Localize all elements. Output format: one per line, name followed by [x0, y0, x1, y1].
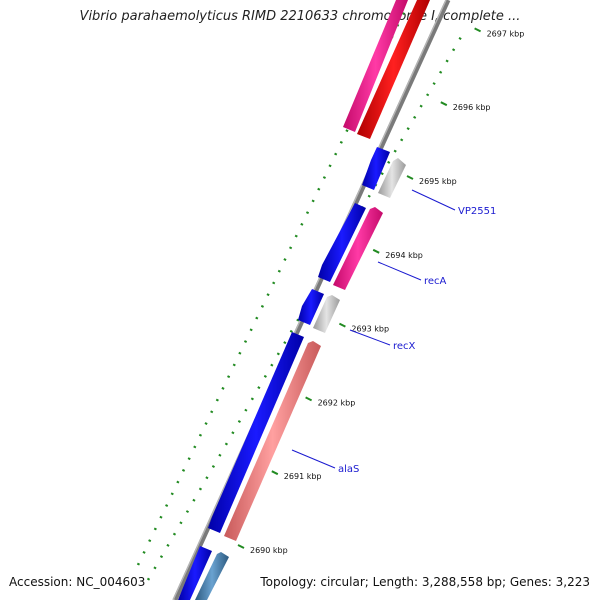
- accession-label: Accession: NC_004603: [9, 575, 146, 589]
- gene-feature-red-top[interactable]: [357, 0, 430, 139]
- genome-stats-label: Topology: circular; Length: 3,288,558 bp…: [260, 575, 590, 589]
- gene-label-reca[interactable]: recA: [424, 276, 447, 287]
- gene-features: [178, 0, 430, 600]
- tick-label: 2697 kbp: [487, 29, 525, 38]
- gene-feature-blue-long[interactable]: [208, 332, 304, 533]
- tick-label: 2691 kbp: [284, 472, 322, 481]
- gene-feature-blue-2694[interactable]: [318, 203, 366, 282]
- label-line-vp2551: [411, 189, 456, 211]
- ruler-dotted-line-inner: [146, 29, 467, 581]
- tick-mark: [372, 248, 380, 254]
- label-line-recx: [349, 329, 391, 346]
- gene-label-recx[interactable]: recX: [393, 341, 416, 352]
- gene-feature-blue-2693[interactable]: [298, 289, 324, 325]
- gene-feature-blue-2695[interactable]: [362, 147, 390, 190]
- tick-label: 2695 kbp: [419, 177, 457, 186]
- tick-label: 2693 kbp: [351, 325, 389, 334]
- gene-feature-alas[interactable]: [224, 341, 321, 541]
- gene-feature-blue-bottom[interactable]: [178, 546, 212, 600]
- tick-label: 2694 kbp: [385, 251, 423, 260]
- gene-feature-steelblue-bottom[interactable]: [195, 552, 229, 600]
- tick-label: 2690 kbp: [250, 546, 288, 555]
- tick-mark: [406, 175, 414, 180]
- tick-label: 2696 kbp: [453, 103, 491, 112]
- tick-mark: [305, 396, 313, 402]
- gene-label-alas[interactable]: alaS: [338, 464, 359, 475]
- gene-feature-magenta-top[interactable]: [343, 0, 408, 132]
- tick-mark: [474, 27, 482, 33]
- tick-mark: [237, 544, 245, 549]
- tick-mark: [440, 101, 448, 107]
- tick-mark: [271, 470, 279, 476]
- gene-label-vp2551[interactable]: VP2551: [458, 206, 496, 217]
- label-line-alas: [291, 449, 336, 469]
- gene-label-lines: [291, 189, 456, 469]
- tick-marks: 2697 kbp 2696 kbp 2695 kbp 2694 kbp 2693 kbp…: [237, 27, 525, 555]
- gene-feature-vp2551[interactable]: [378, 158, 406, 198]
- label-line-reca: [377, 261, 422, 281]
- gene-feature-reca[interactable]: [333, 207, 383, 290]
- tick-mark: [338, 322, 346, 328]
- tick-label: 2692 kbp: [318, 398, 356, 407]
- gene-feature-recx[interactable]: [313, 295, 340, 333]
